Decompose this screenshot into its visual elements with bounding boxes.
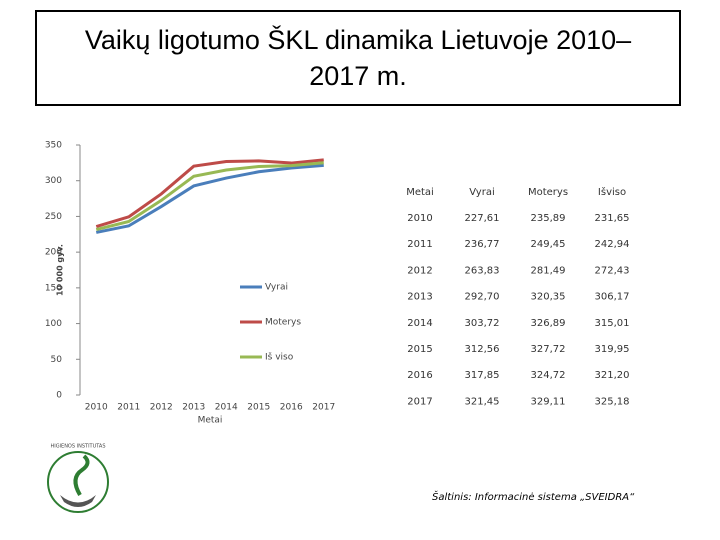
slide-title: Vaikų ligotumo ŠKL dinamika Lietuvoje 20… xyxy=(35,10,681,106)
logo-ring xyxy=(47,451,109,513)
table-cell: 320,35 xyxy=(531,292,566,303)
table-header: Moterys xyxy=(528,187,568,198)
table-cell: 242,94 xyxy=(595,239,630,250)
table-header: Metai xyxy=(406,187,434,198)
legend-label: Moterys xyxy=(265,318,301,328)
x-tick-label: 2014 xyxy=(215,403,238,413)
y-tick-label: 200 xyxy=(45,248,62,258)
series-line xyxy=(95,158,324,228)
series-line xyxy=(95,161,324,231)
x-tick-label: 2015 xyxy=(247,403,270,413)
table-cell: 312,56 xyxy=(465,344,500,355)
logo-text: HIGIENOS INSTITUTAS xyxy=(50,444,105,450)
table-cell: 329,11 xyxy=(531,396,566,407)
x-tick-label: 2010 xyxy=(85,403,108,413)
table-cell: 2017 xyxy=(407,396,432,407)
y-tick-label: 150 xyxy=(45,283,62,293)
table-cell: 292,70 xyxy=(465,292,500,303)
x-tick-label: 2017 xyxy=(312,403,335,413)
table-cell: 317,85 xyxy=(465,370,500,381)
logo-snake xyxy=(73,454,90,497)
y-tick-label: 300 xyxy=(45,176,62,186)
table-cell: 303,72 xyxy=(465,318,500,329)
x-axis-label: Metai xyxy=(198,416,223,426)
table-cell: 227,61 xyxy=(465,213,500,224)
table-cell: 2014 xyxy=(407,318,432,329)
x-tick-label: 2012 xyxy=(150,403,173,413)
table-cell: 231,65 xyxy=(595,213,630,224)
table-cell: 236,77 xyxy=(465,239,500,250)
y-tick-label: 100 xyxy=(45,319,62,329)
y-tick-label: 0 xyxy=(56,391,62,401)
table-cell: 321,45 xyxy=(465,396,500,407)
table-cell: 2010 xyxy=(407,213,432,224)
y-tick-label: 350 xyxy=(45,141,62,151)
table-cell: 306,17 xyxy=(595,292,630,303)
table-cell: 281,49 xyxy=(531,265,566,276)
table-cell: 272,43 xyxy=(595,265,630,276)
table-cell: 315,01 xyxy=(595,318,630,329)
table-cell: 235,89 xyxy=(531,213,566,224)
source-note: Šaltinis: Informacinė sistema „SVEIDRA“ xyxy=(432,490,635,503)
table-cell: 326,89 xyxy=(531,318,566,329)
table-cell: 324,72 xyxy=(531,370,566,381)
table-cell: 249,45 xyxy=(531,239,566,250)
table-cell: 327,72 xyxy=(531,344,566,355)
y-tick-label: 250 xyxy=(45,212,62,222)
series-line xyxy=(95,163,324,234)
legend-label: Vyrai xyxy=(265,283,288,293)
x-tick-label: 2013 xyxy=(182,403,205,413)
table-cell: 321,20 xyxy=(595,370,630,381)
table-cell: 2011 xyxy=(407,239,432,250)
table-header: Išviso xyxy=(598,186,626,198)
table-cell: 2013 xyxy=(407,292,432,303)
x-tick-label: 2011 xyxy=(117,403,140,413)
table-cell: 325,18 xyxy=(595,396,630,407)
x-tick-label: 2016 xyxy=(280,403,303,413)
y-tick-label: 50 xyxy=(51,355,63,365)
table-cell: 2016 xyxy=(407,370,432,381)
y-axis-label: 10 000 gyv. xyxy=(56,244,65,296)
logo-bowl xyxy=(60,495,96,507)
table-cell: 2015 xyxy=(407,344,432,355)
legend-label: Iš viso xyxy=(265,352,294,363)
table-cell: 319,95 xyxy=(595,344,630,355)
table-cell: 2012 xyxy=(407,265,432,276)
table-cell: 263,83 xyxy=(465,265,500,276)
table-header: Vyrai xyxy=(469,187,495,198)
